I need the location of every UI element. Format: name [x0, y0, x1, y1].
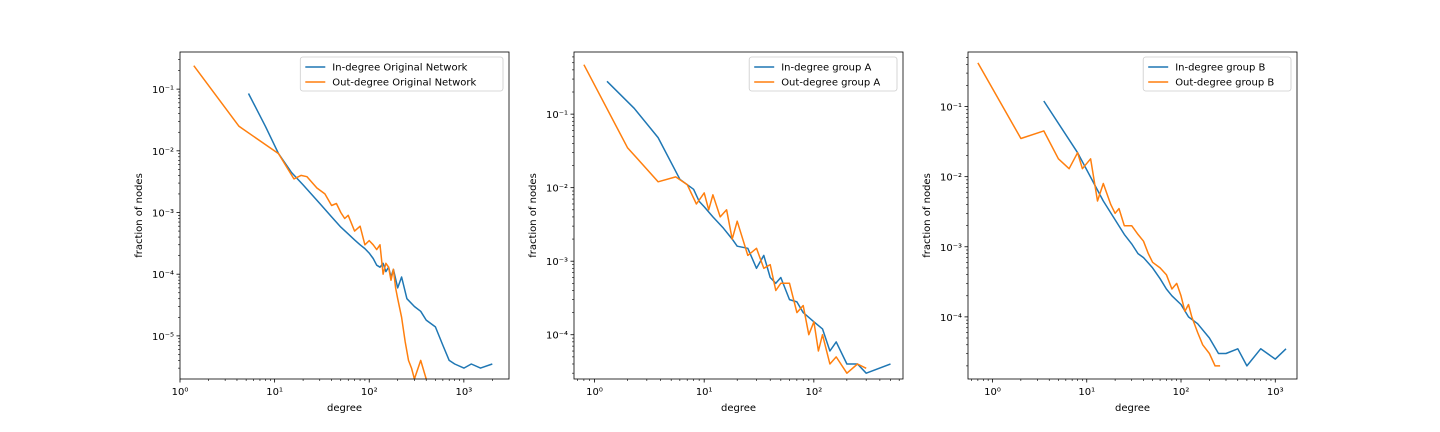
x-tick-label: 10³: [1267, 387, 1284, 398]
x-tick-label: 10²: [361, 387, 378, 398]
x-tick-label: 10¹: [1078, 387, 1095, 398]
legend-label: Out-degree group A: [781, 78, 880, 89]
y-tick-label: 10⁻³: [940, 243, 962, 254]
x-axis-label: degree: [327, 403, 362, 414]
legend-label: Out-degree Original Network: [332, 78, 476, 89]
legend-label: In-degree group A: [781, 63, 871, 74]
y-tick-label: 10⁻¹: [546, 110, 568, 121]
x-tick-label: 10¹: [696, 387, 713, 398]
y-tick-label: 10⁻¹: [940, 103, 962, 114]
y-tick-label: 10⁻²: [152, 147, 174, 158]
legend-label: Out-degree group B: [1175, 78, 1274, 89]
x-tick-label: 10⁰: [172, 387, 189, 398]
x-tick-label: 10⁰: [984, 387, 1001, 398]
x-axis-label: degree: [721, 403, 756, 414]
series-line-out-degree: [193, 65, 427, 379]
subplot-group-b: 10⁰ 10¹ 10² 10³ 10⁻⁴ 10⁻³ 10⁻² 10⁻¹ degree fracti…: [922, 51, 1298, 414]
x-tick-label: 10²: [805, 387, 822, 398]
y-tick-label: 10⁻³: [152, 209, 174, 220]
y-axis-label: fraction of nodes: [528, 173, 539, 258]
y-tick-label: 10⁻⁴: [546, 331, 568, 342]
subplot-original-network: 10⁰ 10¹ 10² 10³ 10⁻⁵ 10⁻⁴ 10⁻³ 10⁻² 10⁻¹ degree fr…: [134, 51, 510, 414]
x-tick-label: 10²: [1173, 387, 1190, 398]
x-tick-label: 10¹: [266, 387, 283, 398]
legend: In-degree Original Network Out-degree Ori…: [299, 56, 504, 92]
y-tick-label: 10⁻¹: [152, 85, 174, 96]
y-tick-label: 10⁻²: [546, 184, 568, 195]
y-tick-label: 10⁻⁵: [152, 332, 174, 343]
legend: In-degree group A Out-degree group A: [748, 56, 898, 92]
y-axis-label: fraction of nodes: [134, 173, 145, 258]
subplot-group-a: 10⁰ 10¹ 10² 10⁻⁴ 10⁻³ 10⁻² 10⁻¹ degree fraction …: [528, 51, 904, 414]
series-line-in-degree: [1043, 100, 1287, 367]
y-axis-label: fraction of nodes: [922, 173, 933, 258]
x-tick-label: 10³: [455, 387, 472, 398]
x-axis-label: degree: [1115, 403, 1150, 414]
y-tick-label: 10⁻³: [546, 257, 568, 268]
axes-frame: [573, 51, 904, 380]
series-line-out-degree: [977, 62, 1221, 367]
y-tick-label: 10⁻⁴: [152, 270, 174, 281]
x-tick-label: 10⁰: [586, 387, 603, 398]
axes-frame: [967, 51, 1298, 380]
legend-label: In-degree group B: [1175, 63, 1265, 74]
series-line-out-degree: [583, 64, 867, 374]
y-tick-label: 10⁻⁴: [940, 313, 962, 324]
y-tick-label: 10⁻²: [940, 173, 962, 184]
legend-label: In-degree Original Network: [332, 63, 467, 74]
series-line-in-degree: [247, 93, 493, 369]
legend: In-degree group B Out-degree group B: [1142, 56, 1292, 92]
